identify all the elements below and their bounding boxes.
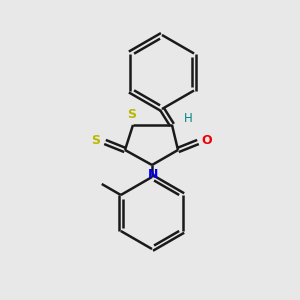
Text: H: H xyxy=(184,112,192,125)
Text: N: N xyxy=(148,169,158,182)
Text: S: S xyxy=(92,134,100,148)
Text: S: S xyxy=(128,107,136,121)
Text: O: O xyxy=(202,134,212,148)
